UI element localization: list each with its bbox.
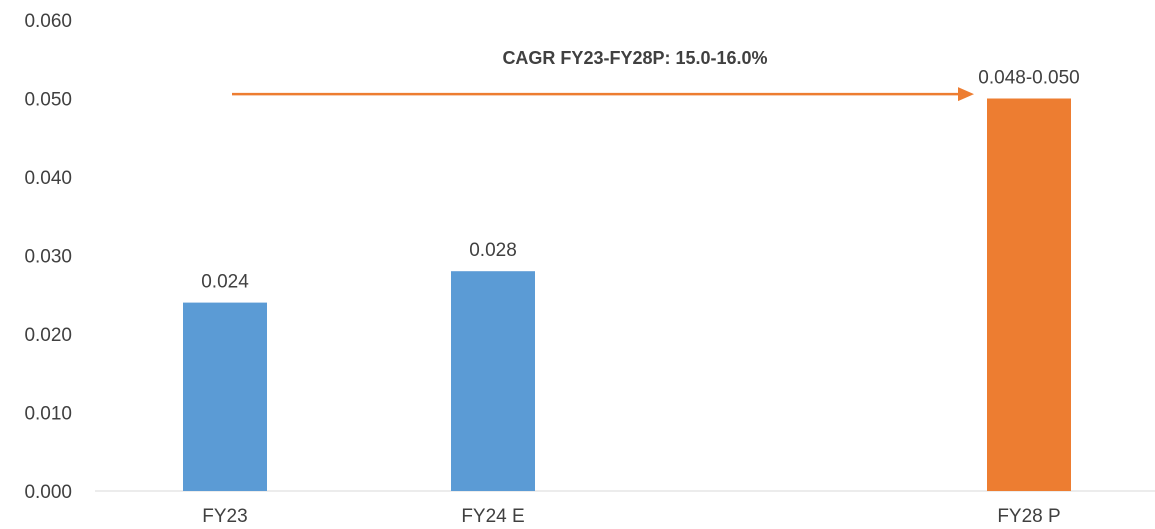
cagr-arrow-head bbox=[958, 87, 974, 102]
category-label: FY28 P bbox=[997, 506, 1060, 527]
bars bbox=[183, 98, 1071, 491]
cagr-annotation: CAGR FY23-FY28P: 15.0-16.0% bbox=[232, 48, 974, 102]
category-label: FY24 E bbox=[461, 506, 524, 527]
y-tick-label: 0.000 bbox=[24, 482, 72, 503]
y-tick-label: 0.030 bbox=[24, 247, 72, 268]
bar-fy24-e bbox=[451, 271, 535, 491]
category-label: FY23 bbox=[202, 506, 247, 527]
y-tick-label: 0.060 bbox=[24, 11, 72, 32]
category-labels: FY23 FY24 E FY28 P bbox=[202, 506, 1060, 527]
cagr-annotation-text: CAGR FY23-FY28P: 15.0-16.0% bbox=[502, 48, 767, 68]
bar-fy28-p bbox=[987, 98, 1071, 491]
data-label: 0.048-0.050 bbox=[978, 68, 1079, 89]
y-tick-label: 0.010 bbox=[24, 404, 72, 425]
y-axis: 0.000 0.010 0.020 0.030 0.040 0.050 0.060 bbox=[24, 11, 72, 503]
y-tick-label: 0.050 bbox=[24, 90, 72, 111]
y-tick-label: 0.040 bbox=[24, 168, 72, 189]
data-label: 0.024 bbox=[201, 272, 249, 293]
data-labels: 0.024 0.028 0.048-0.050 bbox=[201, 68, 1079, 293]
bar-fy23 bbox=[183, 302, 267, 491]
y-tick-label: 0.020 bbox=[24, 325, 72, 346]
data-label: 0.028 bbox=[469, 240, 517, 261]
